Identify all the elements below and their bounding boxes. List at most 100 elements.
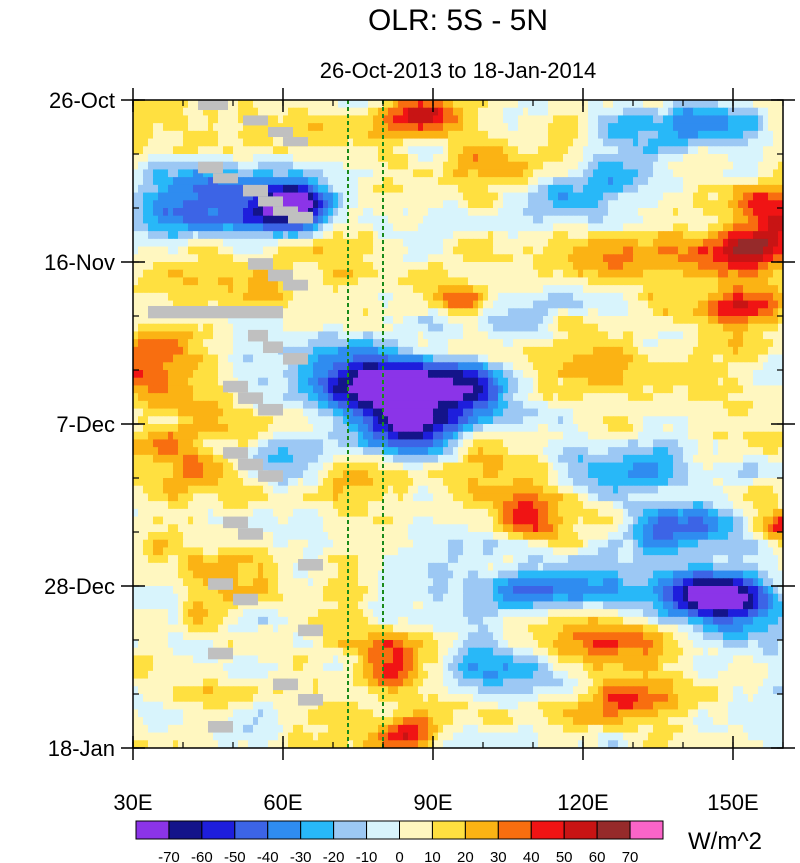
heat-cell <box>238 208 244 217</box>
heat-cell <box>523 370 529 379</box>
heat-cell <box>428 192 434 201</box>
heat-cell <box>508 107 514 117</box>
heat-cell <box>223 277 229 286</box>
heat-cell <box>768 385 774 394</box>
heat-cell <box>443 331 449 340</box>
heat-cell <box>738 146 744 155</box>
heat-cell <box>468 223 474 232</box>
heat-cell <box>398 146 404 155</box>
heat-cell <box>558 169 564 178</box>
heat-cell <box>698 177 704 186</box>
heat-cell <box>758 277 764 286</box>
heat-cell <box>383 346 389 356</box>
heat-cell <box>748 323 754 333</box>
heat-cell <box>528 138 534 147</box>
heat-cell <box>408 115 414 124</box>
heat-cell <box>733 223 739 232</box>
heat-cell <box>368 339 374 348</box>
heat-cell <box>433 146 439 155</box>
heat-cell <box>583 215 589 225</box>
heat-cell <box>448 161 454 171</box>
heat-cell <box>348 208 354 217</box>
heat-cell <box>398 362 404 371</box>
heat-cell <box>338 177 344 186</box>
heat-cell <box>373 231 379 240</box>
heat-cell <box>183 169 189 178</box>
heat-cell <box>243 154 249 163</box>
heat-cell <box>733 285 739 294</box>
heat-cell <box>213 292 219 302</box>
heat-cell <box>563 370 569 379</box>
heat-cell <box>458 215 464 225</box>
heat-cell <box>518 177 524 186</box>
heat-cell <box>753 192 759 201</box>
heat-cell <box>458 115 464 124</box>
heat-cell <box>148 385 154 394</box>
heat-cell <box>373 200 379 209</box>
heat-cell <box>173 138 179 147</box>
heat-cell <box>313 200 319 209</box>
heat-cell <box>648 161 654 171</box>
heat-cell <box>303 238 309 248</box>
heat-cell <box>718 316 724 325</box>
heat-cell <box>343 385 349 394</box>
heat-cell <box>728 308 734 317</box>
heat-cell <box>368 393 374 402</box>
heat-cell <box>673 277 679 286</box>
heat-cell <box>658 177 664 186</box>
heat-cell <box>693 246 699 255</box>
heat-cell <box>338 100 344 109</box>
heat-cell <box>153 285 159 294</box>
heat-cell <box>238 215 244 225</box>
heat-cell <box>188 154 194 163</box>
heat-cell <box>538 285 544 294</box>
heat-cell <box>483 200 489 209</box>
heat-cell <box>458 316 464 325</box>
heat-cell <box>508 184 514 194</box>
heat-cell <box>408 100 414 109</box>
heat-cell <box>468 262 474 271</box>
heat-cell <box>178 300 184 309</box>
heat-cell <box>373 362 379 371</box>
heat-cell <box>163 385 169 394</box>
heat-cell <box>733 277 739 286</box>
heat-cell <box>613 254 619 263</box>
heat-cell <box>308 346 314 356</box>
heat-cell <box>368 177 374 186</box>
heat-cell <box>133 377 139 387</box>
heat-cell <box>308 223 314 232</box>
heat-cell <box>723 262 729 271</box>
heat-cell <box>193 184 199 194</box>
heat-cell <box>338 254 344 263</box>
heat-cell <box>253 292 259 302</box>
heat-cell <box>233 223 239 232</box>
heat-cell <box>233 362 239 371</box>
heat-cell <box>173 354 179 363</box>
heat-cell <box>683 246 689 255</box>
heat-cell <box>548 362 554 371</box>
heat-cell <box>538 146 544 155</box>
heat-cell <box>488 269 494 279</box>
heat-cell <box>478 184 484 194</box>
heat-cell <box>368 370 374 379</box>
heat-cell <box>203 254 209 263</box>
heat-cell <box>558 346 564 356</box>
heat-cell <box>733 262 739 271</box>
heat-cell <box>138 362 144 371</box>
heat-cell <box>693 184 699 194</box>
heat-cell <box>193 200 199 209</box>
heat-cell <box>613 138 619 147</box>
heat-cell <box>383 107 389 117</box>
heat-cell <box>378 246 384 255</box>
heat-cell <box>773 192 779 201</box>
heat-cell <box>553 292 559 302</box>
heat-cell <box>188 300 194 309</box>
heat-cell <box>223 370 229 379</box>
heat-cell <box>153 123 159 132</box>
heat-cell <box>738 331 744 340</box>
heat-cell <box>333 393 339 402</box>
heat-cell <box>153 354 159 363</box>
heat-cell <box>688 269 694 279</box>
heat-cell <box>383 377 389 387</box>
heat-cell <box>458 208 464 217</box>
